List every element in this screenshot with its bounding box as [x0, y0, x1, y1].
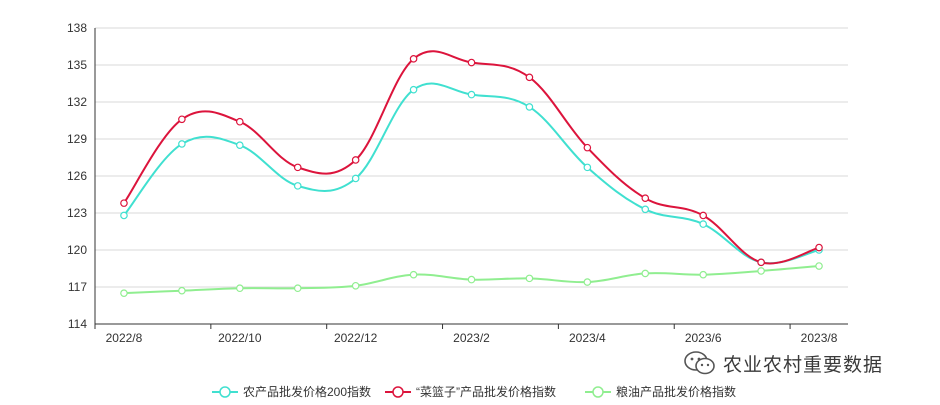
- y-tick-label: 135: [67, 58, 87, 72]
- x-axis: 2022/8 2022/10 2022/12 2023/2 2023/4 2023/6 20…: [94, 323, 848, 345]
- legend-marker[interactable]: [592, 386, 604, 398]
- data-point[interactable]: [293, 163, 302, 172]
- data-point[interactable]: [583, 143, 592, 152]
- data-point[interactable]: [699, 211, 707, 220]
- x-tick-label: 2022/10: [218, 331, 262, 345]
- data-point[interactable]: [641, 269, 650, 278]
- data-point[interactable]: [525, 103, 534, 111]
- legend-marker[interactable]: [392, 386, 404, 398]
- data-point[interactable]: [178, 115, 186, 124]
- y-tick-label: 129: [67, 132, 87, 146]
- data-point[interactable]: [757, 258, 765, 267]
- data-point[interactable]: [120, 199, 128, 207]
- data-point[interactable]: [236, 117, 244, 126]
- legend-label[interactable]: 农产品批发价格200指数: [243, 384, 371, 399]
- data-point[interactable]: [236, 284, 244, 293]
- legend-label[interactable]: 粮油产品批发价格指数: [616, 384, 736, 399]
- data-point[interactable]: [178, 140, 186, 148]
- data-point[interactable]: [525, 274, 534, 283]
- data-point[interactable]: [409, 270, 418, 279]
- data-point[interactable]: [293, 284, 302, 293]
- data-point[interactable]: [699, 220, 707, 228]
- y-tick-label: 126: [67, 169, 87, 183]
- data-point[interactable]: [641, 205, 650, 214]
- data-point[interactable]: [236, 141, 244, 149]
- data-point[interactable]: [583, 278, 592, 286]
- y-tick-label: 114: [68, 317, 87, 331]
- wechat-icon: [684, 351, 715, 375]
- data-point[interactable]: [525, 73, 534, 82]
- data-point[interactable]: [351, 174, 360, 183]
- data-point[interactable]: [641, 194, 650, 203]
- data-point[interactable]: [409, 55, 418, 63]
- y-tick-label: 123: [67, 206, 87, 220]
- legend[interactable]: 农产品批发价格200指数 “菜篮子”产品批发价格指数 粮油产品批发价格指数: [212, 384, 736, 399]
- data-point[interactable]: [409, 85, 418, 94]
- data-point[interactable]: [351, 281, 360, 290]
- series-line: [123, 82, 820, 265]
- legend-label[interactable]: “菜篮子”产品批发价格指数: [416, 384, 556, 399]
- data-point[interactable]: [351, 156, 360, 164]
- data-point[interactable]: [815, 262, 823, 270]
- data-point[interactable]: [815, 243, 823, 252]
- legend-marker[interactable]: [219, 386, 231, 398]
- y-tick-label: 117: [68, 280, 87, 294]
- data-point[interactable]: [467, 275, 476, 284]
- data-point[interactable]: [583, 163, 592, 172]
- y-tick-label: 120: [67, 243, 87, 257]
- series-group: [120, 50, 823, 297]
- y-axis: 114 117 120 123 126 129 132 135 138: [67, 21, 96, 331]
- data-point[interactable]: [120, 211, 128, 220]
- data-point[interactable]: [178, 286, 186, 295]
- watermark-text: 农业农村重要数据: [723, 353, 884, 376]
- data-point[interactable]: [699, 270, 707, 279]
- data-point[interactable]: [757, 267, 765, 275]
- y-tick-label: 138: [67, 21, 87, 35]
- x-tick-label: 2022/12: [334, 331, 378, 345]
- data-point[interactable]: [467, 58, 476, 67]
- x-tick-label: 2023/4: [569, 331, 606, 345]
- data-point[interactable]: [467, 90, 476, 99]
- x-tick-label: 2023/8: [801, 331, 838, 345]
- data-point[interactable]: [293, 182, 302, 190]
- x-tick-label: 2023/6: [685, 331, 722, 345]
- y-tick-label: 132: [67, 95, 87, 109]
- watermark: 农业农村重要数据: [683, 349, 883, 377]
- x-tick-label: 2023/2: [453, 331, 490, 345]
- x-tick-label: 2022/8: [106, 331, 143, 345]
- data-point[interactable]: [120, 289, 128, 297]
